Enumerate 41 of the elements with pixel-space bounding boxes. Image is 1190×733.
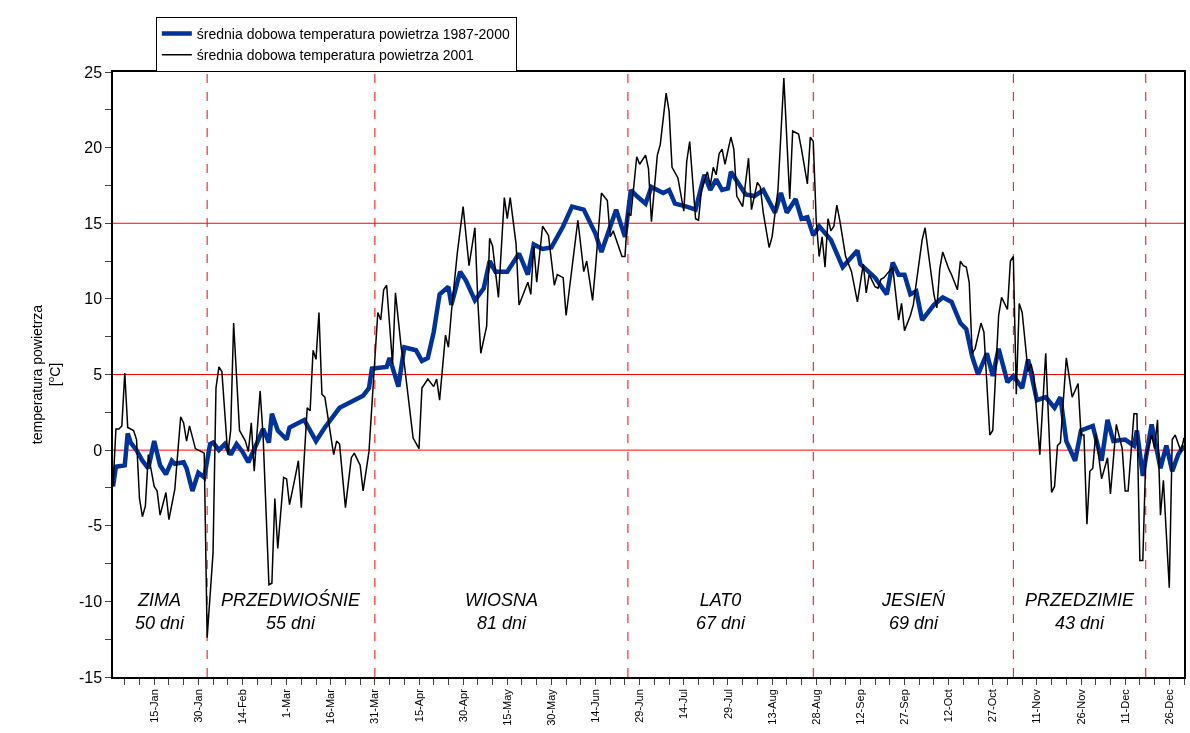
x-tick-label: 30-May: [544, 688, 557, 726]
x-tick-label: 11-Nov: [1030, 688, 1043, 724]
x-tick-label: 1-Mar: [280, 688, 293, 718]
y-tick-label: -10: [78, 592, 103, 610]
annotation: PRZEDWIOŚNIE 55 dni: [221, 589, 361, 634]
x-tick-label: 28-Aug: [809, 689, 822, 725]
y-tick-label: 20: [84, 139, 103, 157]
x-tick-label: 15-May: [500, 688, 513, 726]
x-tick-label: 13-Aug: [765, 689, 778, 725]
y-tick-label: 10: [84, 290, 103, 308]
legend-label: średnia dobowa temperatura powietrza 1987-2000: [196, 26, 510, 43]
x-tick-label: 14-Feb: [236, 689, 249, 725]
annotation: ZIMA 50 dni: [135, 590, 186, 634]
y-tick-label: 25: [84, 63, 103, 81]
y-tick-label: 15: [84, 214, 103, 232]
annotation: JESIEŃ 69 dni: [881, 590, 947, 634]
x-tick-label: 14-Jul: [677, 689, 690, 720]
x-tick-label: 30-Jan: [191, 689, 204, 723]
x-tick-label: 29-Jul: [721, 689, 734, 720]
x-tick-label: 16-Mar: [324, 688, 337, 724]
y-tick-label: 0: [93, 441, 103, 459]
x-tick-label: 11-Dec: [1118, 688, 1131, 724]
x-tick-label: 30-Apr: [456, 688, 469, 723]
x-tick-label: 29-Jun: [633, 689, 646, 723]
x-tick-label: 15-Apr: [412, 688, 425, 723]
y-tick-label: -15: [78, 668, 103, 686]
x-tick-label: 31-Mar: [368, 688, 381, 724]
x-tick-label: 12-Oct: [942, 689, 955, 723]
x-tick-label: 26-Dec: [1162, 688, 1175, 725]
annotation: LAT0 67 dni: [696, 590, 747, 634]
x-tick-label: 26-Nov: [1074, 688, 1087, 725]
y-tick-label: 5: [93, 366, 103, 384]
x-tick-label: 12-Sep: [853, 689, 866, 725]
legend-label: średnia dobowa temperatura powietrza 2001: [196, 47, 475, 64]
annotation: WIOSNA 81 dni: [465, 590, 539, 634]
x-tick-label: 27-Oct: [986, 689, 999, 723]
y-tick-label: -5: [87, 517, 103, 535]
x-tick-label: 27-Sep: [898, 689, 911, 725]
x-tick-label: 15-Jan: [147, 689, 160, 723]
annotation: PRZEDZIMIE 43 dni: [1025, 590, 1135, 634]
x-tick-label: 14-Jun: [589, 689, 602, 723]
